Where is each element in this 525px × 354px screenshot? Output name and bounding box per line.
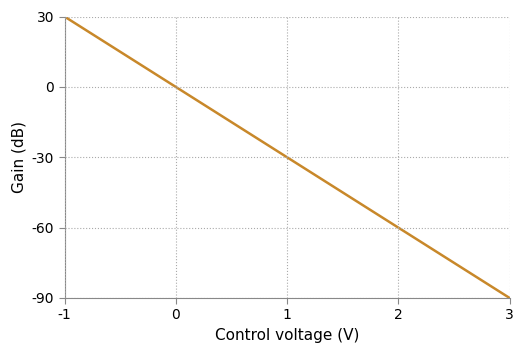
- Y-axis label: Gain (dB): Gain (dB): [11, 121, 26, 193]
- X-axis label: Control voltage (V): Control voltage (V): [215, 328, 359, 343]
